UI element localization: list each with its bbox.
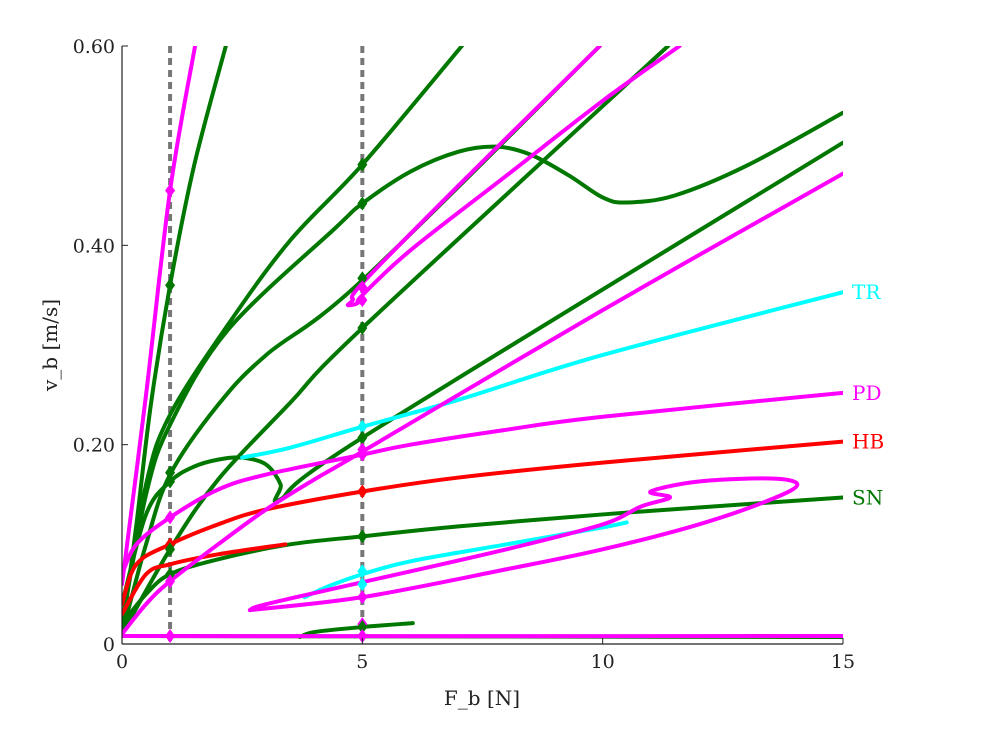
marker-tr: [357, 564, 368, 579]
marker-sn: [165, 465, 176, 480]
curve-tr: [302, 520, 629, 600]
series-labels: TR PD HB SN: [852, 280, 884, 509]
curve-hb: [122, 439, 843, 607]
curve-pd: [247, 476, 800, 613]
marker-sn: [357, 196, 368, 211]
marker-sn: [165, 474, 176, 489]
y-tick-label: 0.60: [73, 36, 115, 58]
y-axis-label: v_b [m/s]: [38, 299, 62, 392]
label-sn: SN: [852, 485, 883, 509]
curves: [122, 46, 843, 640]
marker-sn: [357, 321, 368, 336]
axes: 0 5 10 15 0 0.20 0.40 0.60: [73, 36, 855, 673]
curve-sn: [122, 46, 464, 627]
marker-pd: [357, 590, 368, 605]
label-pd: PD: [852, 381, 882, 405]
marker-sn: [357, 620, 368, 635]
marker-pd: [165, 629, 176, 644]
x-tick-label: 10: [591, 651, 615, 673]
marker-pd: [357, 447, 368, 462]
marker-pd: [165, 183, 176, 198]
marker-hb: [357, 484, 368, 499]
x-tick-label: 0: [116, 651, 128, 673]
curve-tr: [240, 290, 843, 460]
marker-tr: [357, 577, 368, 592]
marker-sn: [357, 430, 368, 445]
marker-pd: [165, 574, 176, 589]
marker-sn: [165, 278, 176, 293]
curve-sn: [122, 110, 843, 627]
marker-pd: [357, 280, 368, 295]
curve-pd: [122, 171, 843, 637]
marker-pd: [357, 629, 368, 644]
marker-sn: [357, 529, 368, 544]
curve-sn: [122, 495, 843, 627]
marker-sn: [165, 542, 176, 557]
marker-sn: [357, 271, 368, 286]
label-tr: TR: [852, 280, 881, 304]
curve-pd: [122, 46, 198, 587]
x-axis-label: F_b [N]: [444, 686, 520, 710]
label-hb: HB: [852, 430, 884, 454]
markers: [165, 157, 368, 644]
marker-sn: [357, 157, 368, 172]
y-tick-label: 0: [103, 634, 115, 656]
x-tick-label: 5: [356, 651, 368, 673]
vertical-marker-lines: [168, 46, 365, 644]
curve-pd: [122, 632, 843, 639]
y-tick-label: 0.20: [73, 435, 115, 457]
y-tick-label: 0.40: [73, 235, 115, 257]
curve-pd: [345, 46, 682, 308]
marker-pd: [357, 293, 368, 308]
x-tick-label: 15: [831, 651, 855, 673]
curve-hb: [122, 542, 288, 617]
marker-tr: [357, 419, 368, 434]
marker-pd: [165, 510, 176, 525]
